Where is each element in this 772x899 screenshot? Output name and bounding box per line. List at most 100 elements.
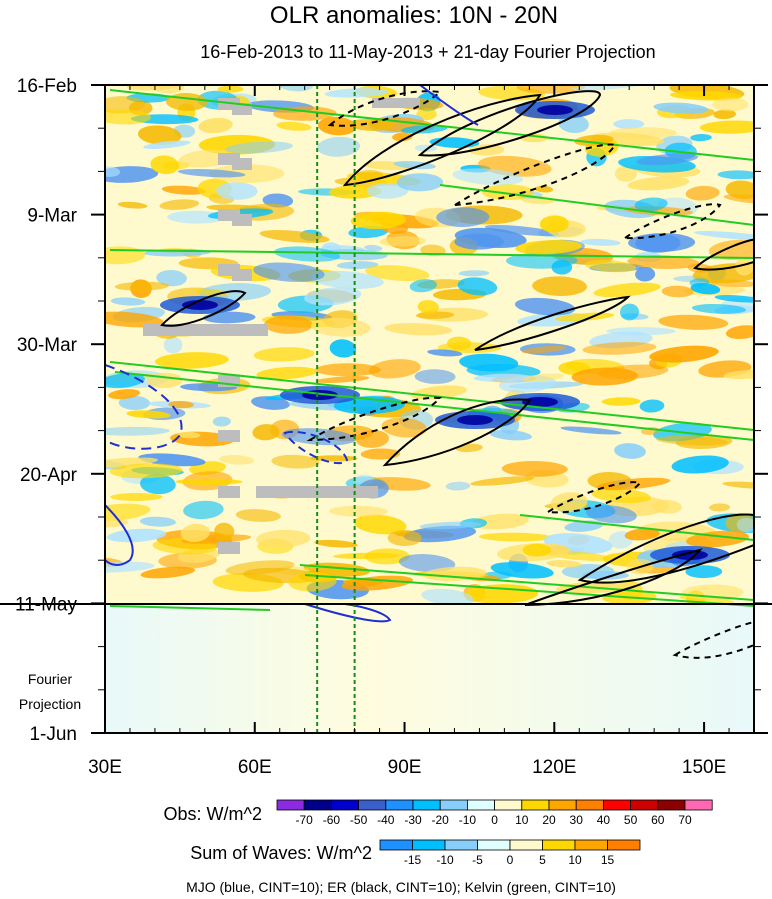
missing-data-patch [143, 324, 268, 336]
anomaly-blob [522, 373, 565, 382]
anomaly-blob [639, 399, 665, 413]
colorbar-swatch [303, 799, 332, 811]
anomaly-blob [137, 125, 182, 145]
anomaly-blob [709, 503, 731, 512]
anomaly-blob [690, 133, 712, 142]
anomaly-blob [259, 230, 330, 243]
anomaly-blob [143, 140, 191, 150]
colorbar-level-label: 50 [624, 813, 638, 827]
anomaly-blob [634, 197, 668, 212]
y-tick-label: 11-May [15, 594, 77, 615]
anomaly-blob [314, 539, 358, 548]
anomaly-blob [447, 336, 472, 351]
anomaly-blob [150, 155, 179, 175]
anomaly-blob [139, 516, 176, 527]
colorbar-swatch [548, 799, 577, 811]
anomaly-blob [354, 514, 407, 535]
obs-colorbar-label: Obs: W/m^2 [164, 804, 262, 824]
anomaly-blob [218, 454, 255, 465]
anomaly-blob [198, 117, 233, 134]
anomaly-blob [457, 277, 498, 296]
anomaly-blob [225, 141, 293, 154]
colorbar-swatch [575, 799, 604, 811]
anomaly-blob [454, 233, 504, 250]
anomaly-blob [649, 345, 719, 363]
anomaly-blob [209, 164, 285, 183]
missing-data-patch [232, 214, 252, 226]
anomaly-blob [109, 463, 183, 479]
anomaly-blob [355, 430, 389, 448]
anomaly-blob [582, 341, 657, 355]
anomaly-blob [635, 266, 656, 282]
anomaly-blob [421, 588, 474, 606]
anomaly-blob [691, 303, 747, 314]
colorbar-swatch [276, 799, 305, 811]
projection-label-line2: Projection [19, 696, 81, 712]
colorbar-swatch [385, 799, 414, 811]
anomaly-blob [560, 426, 622, 435]
colorbar-level-label: 60 [651, 813, 665, 827]
anomaly-blob [324, 88, 389, 98]
wave-contour-line [327, 90, 443, 127]
anomaly-blob [689, 278, 709, 287]
wave-contour-line [114, 371, 754, 441]
missing-data-patch [232, 103, 252, 115]
anomaly-core [537, 105, 573, 115]
colorbar-level-label: -20 [432, 813, 450, 827]
colorbar-swatch [684, 799, 713, 811]
anomaly-blob [627, 176, 690, 191]
missing-data-patch [218, 542, 240, 554]
anomaly-blob [366, 183, 409, 199]
y-tick-label: 9-Mar [27, 206, 77, 227]
anomaly-blob [347, 119, 395, 131]
plot-area [105, 85, 754, 733]
x-tick-label: 120E [532, 757, 576, 778]
anomaly-blob [105, 96, 145, 114]
wave-contour-line [109, 361, 754, 431]
colorbar-level-label: -60 [323, 813, 341, 827]
anomaly-blob [225, 560, 295, 576]
anomaly-blob [714, 295, 754, 303]
anomaly-blob [490, 562, 554, 579]
anomaly-blob [183, 500, 224, 520]
x-tick-label: 30E [88, 757, 122, 778]
anomaly-blob [546, 560, 582, 568]
colorbar-level-label: -40 [377, 813, 395, 827]
anomaly-blob [177, 169, 246, 178]
anomaly-blob [381, 417, 427, 438]
anomaly-blob [264, 315, 313, 334]
waves-colorbar: -15 -10 -5 0 5 10 15 [379, 839, 641, 867]
anomaly-blob [620, 303, 639, 321]
anomaly-blob [310, 270, 384, 289]
colorbar-level-label: 40 [597, 813, 611, 827]
colorbar-swatch [607, 839, 641, 851]
wave-contour-line [283, 430, 349, 465]
anomaly-blob [276, 121, 312, 131]
anomaly-blob [105, 109, 151, 125]
anomaly-blob [253, 262, 325, 282]
anomaly-blob [392, 132, 413, 142]
anomaly-blob [651, 499, 682, 514]
anomaly-blob [736, 517, 754, 533]
wave-contour-line [519, 514, 754, 541]
anomaly-blob [379, 236, 426, 247]
anomaly-blob [217, 85, 244, 93]
y-axis: 16-Feb 9-Mar 30-Mar 20-Apr 11-May 1-Jun [15, 76, 768, 745]
anomaly-blob [627, 255, 700, 269]
anomaly-blob [356, 169, 384, 180]
wave-contour-line [304, 603, 392, 623]
colorbar-level-label: -15 [404, 853, 422, 867]
anomaly-blob [168, 400, 194, 409]
y-tick-label: 1-Jun [29, 724, 77, 745]
anomaly-blob [723, 369, 754, 380]
colorbar-swatch [657, 799, 686, 811]
obs-colorbar: -70 -60 -50 -40 -30 -20 -10 0 10 20 30 40 50 60 70 [276, 799, 713, 827]
anomaly-blob [336, 261, 379, 270]
projection-region [105, 604, 754, 733]
colorbar-swatch [494, 799, 523, 811]
wave-contour-line [474, 295, 631, 351]
anomaly-blob [271, 454, 320, 469]
anomaly-blob [591, 488, 652, 504]
anomaly-blob [472, 513, 529, 530]
